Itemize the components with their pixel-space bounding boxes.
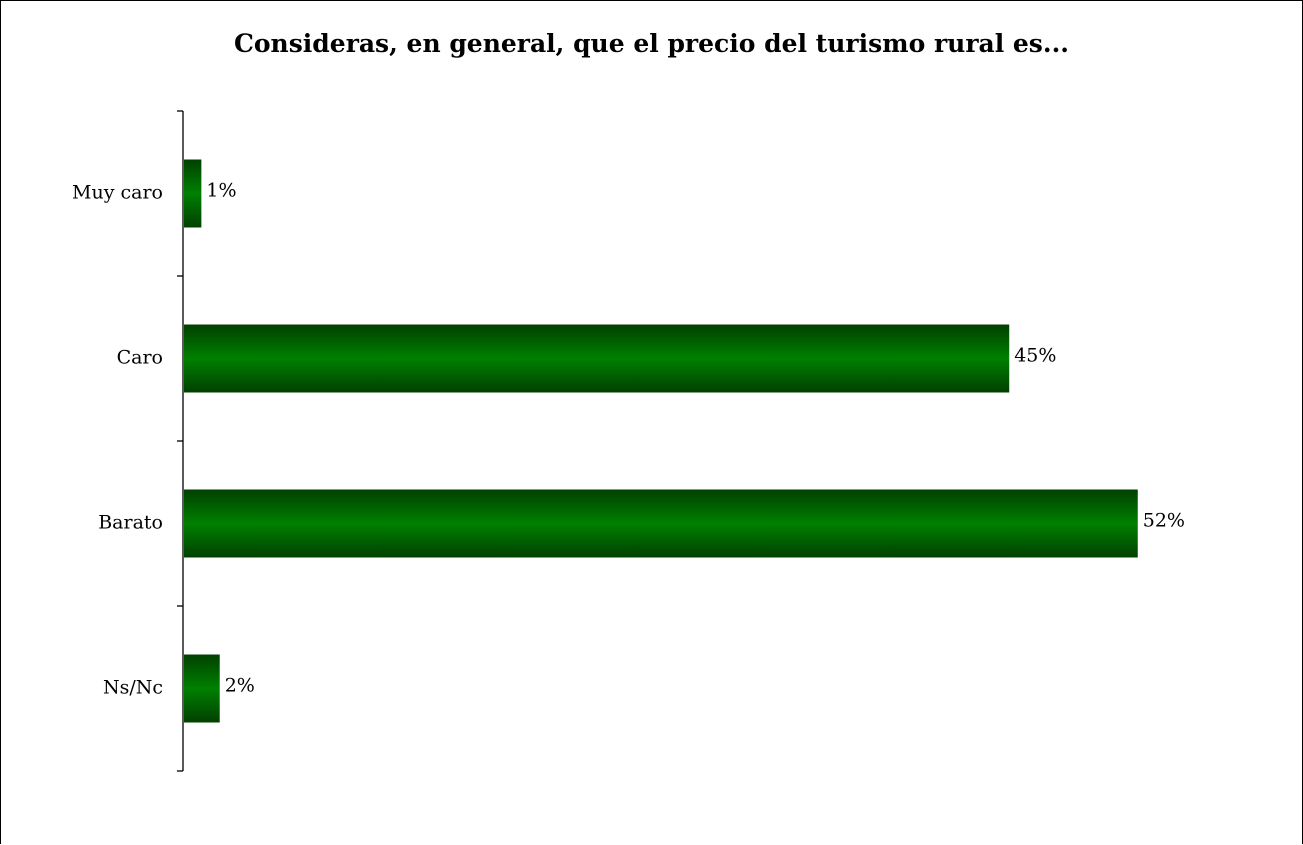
y-axis [177, 111, 183, 771]
bar-3 [184, 655, 220, 723]
value-label: 45% [1014, 345, 1056, 367]
category-label: Ns/Nc [103, 677, 163, 699]
value-label: 1% [206, 180, 236, 202]
bar-2 [184, 490, 1138, 558]
bars [184, 160, 1138, 723]
value-label: 52% [1143, 510, 1185, 532]
bar-1 [184, 325, 1009, 393]
category-label: Caro [117, 347, 163, 369]
bar-0 [184, 160, 201, 228]
value-label: 2% [225, 675, 255, 697]
labels: Muy caro 1% Caro 45% Barato 52% Ns/Nc 2% [72, 180, 1185, 699]
category-label: Muy caro [72, 182, 163, 204]
category-label: Barato [98, 512, 163, 534]
